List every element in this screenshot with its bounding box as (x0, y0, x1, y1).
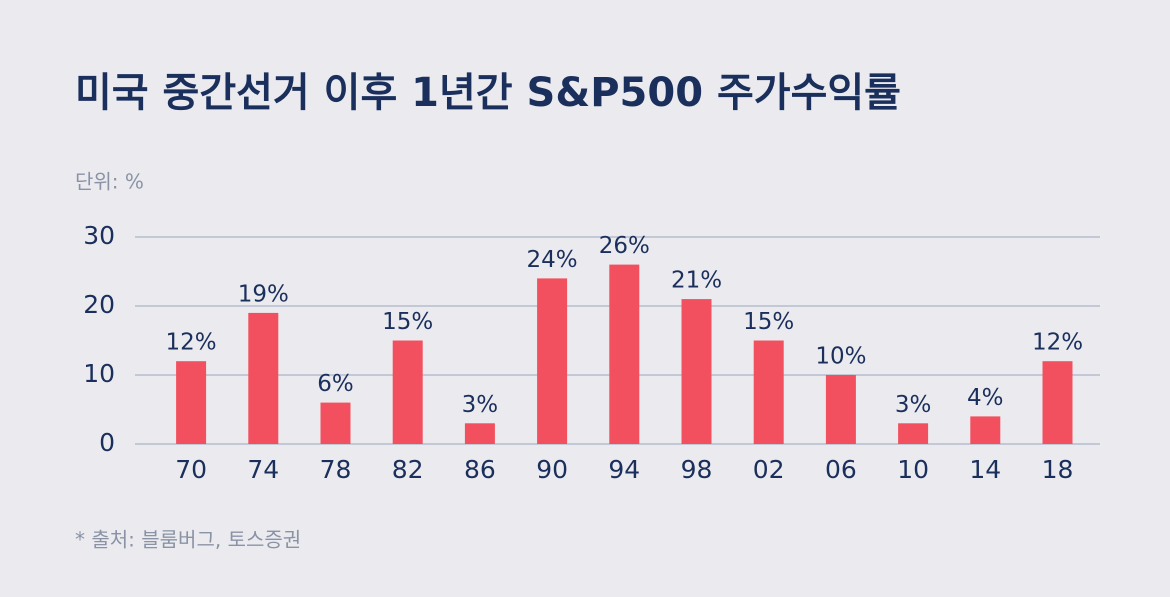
x-tick-label: 90 (536, 455, 568, 484)
x-tick-label: 02 (753, 455, 785, 484)
bar (176, 361, 207, 444)
unit-label: 단위: % (75, 170, 144, 194)
value-label: 10% (815, 344, 866, 370)
x-tick-label: 86 (464, 455, 496, 484)
bar (464, 423, 495, 444)
x-tick-label: 14 (969, 455, 1001, 484)
value-label: 26% (599, 233, 650, 259)
value-label: 3% (462, 392, 499, 418)
y-tick-label: 0 (99, 428, 115, 457)
y-tick-label: 10 (83, 359, 115, 388)
value-label: 21% (671, 268, 722, 294)
bar (248, 312, 279, 444)
value-label: 19% (238, 281, 289, 307)
value-label: 15% (382, 309, 433, 335)
x-tick-label: 18 (1042, 455, 1074, 484)
bar (537, 278, 568, 444)
value-label: 6% (317, 371, 354, 397)
bar (681, 299, 712, 444)
bar (1042, 361, 1073, 444)
bar (392, 340, 423, 444)
value-label: 24% (527, 247, 578, 273)
bar (609, 264, 640, 444)
bar (970, 416, 1001, 444)
value-label: 15% (743, 309, 794, 335)
bar (320, 402, 351, 444)
x-tick-label: 82 (392, 455, 424, 484)
y-tick-label: 30 (83, 221, 115, 250)
y-tick-label: 20 (83, 290, 115, 319)
x-tick-label: 78 (320, 455, 352, 484)
x-tick-label: 10 (897, 455, 929, 484)
x-tick-label: 98 (681, 455, 713, 484)
source: * 출처: 블룸버그, 토스증권 (75, 528, 301, 552)
x-tick-label: 70 (175, 455, 207, 484)
value-label: 4% (967, 385, 1004, 411)
x-tick-label: 94 (608, 455, 640, 484)
value-label: 3% (895, 392, 932, 418)
bar (825, 375, 856, 444)
x-tick-label: 74 (247, 455, 279, 484)
chart-title: 미국 중간선거 이후 1년간 S&P500 주가수익률 (75, 70, 901, 116)
bar (898, 423, 929, 444)
value-label: 12% (1032, 330, 1083, 356)
value-label: 12% (166, 330, 217, 356)
bar (753, 340, 784, 444)
x-tick-label: 06 (825, 455, 857, 484)
